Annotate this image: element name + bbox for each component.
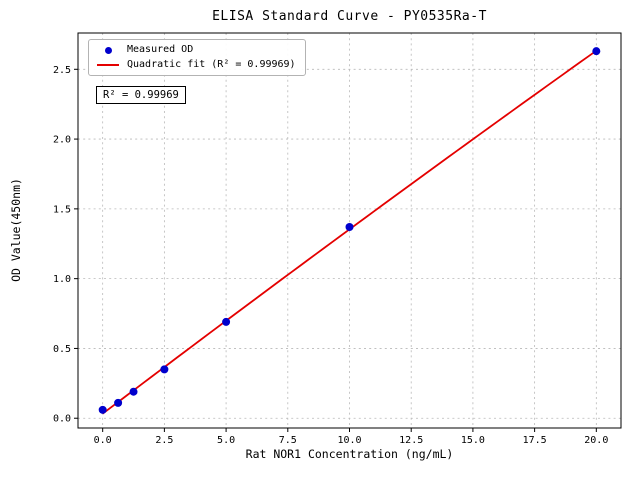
y-tick-label: 1.5 — [53, 204, 71, 215]
y-tick-label: 0.0 — [53, 414, 71, 425]
legend-item-fit: Quadratic fit (R² = 0.99969) — [96, 59, 296, 71]
legend-measured-marker — [104, 46, 112, 54]
legend-label-measured: Measured OD — [127, 44, 194, 55]
x-tick-label: 7.5 — [279, 435, 297, 446]
x-tick-label: 0.0 — [94, 435, 112, 446]
legend-item-measured: Measured OD — [96, 44, 296, 56]
y-tick-label: 1.0 — [53, 274, 71, 285]
legend-label-fit: Quadratic fit (R² = 0.99969) — [127, 59, 296, 70]
legend-marker-cell — [96, 46, 120, 54]
y-axis-label: OD Value(450nm) — [9, 178, 23, 282]
x-tick-label: 20.0 — [584, 435, 608, 446]
x-tick-label: 5.0 — [217, 435, 235, 446]
x-tick-label: 2.5 — [155, 435, 173, 446]
x-axis-label: Rat NOR1 Concentration (ng/mL) — [245, 447, 454, 461]
legend-fit-marker — [97, 64, 119, 66]
data-point — [98, 405, 107, 414]
data-point — [160, 365, 169, 374]
y-tick-label: 2.5 — [53, 65, 71, 76]
x-tick-label: 12.5 — [399, 435, 423, 446]
data-point — [222, 317, 231, 326]
chart-title: ELISA Standard Curve - PY0535Ra-T — [212, 9, 487, 24]
y-tick-label: 2.0 — [53, 135, 71, 146]
legend: Measured OD Quadratic fit (R² = 0.99969) — [88, 39, 306, 76]
r-squared-annotation: R² = 0.99969 — [96, 86, 186, 104]
data-point — [592, 47, 601, 56]
x-tick-label: 17.5 — [523, 435, 547, 446]
data-point — [114, 398, 123, 407]
x-tick-label: 15.0 — [461, 435, 485, 446]
x-tick-label: 10.0 — [337, 435, 361, 446]
data-point — [345, 223, 354, 232]
y-tick-label: 0.5 — [53, 344, 71, 355]
data-point — [129, 387, 138, 396]
legend-marker-cell — [96, 64, 120, 66]
